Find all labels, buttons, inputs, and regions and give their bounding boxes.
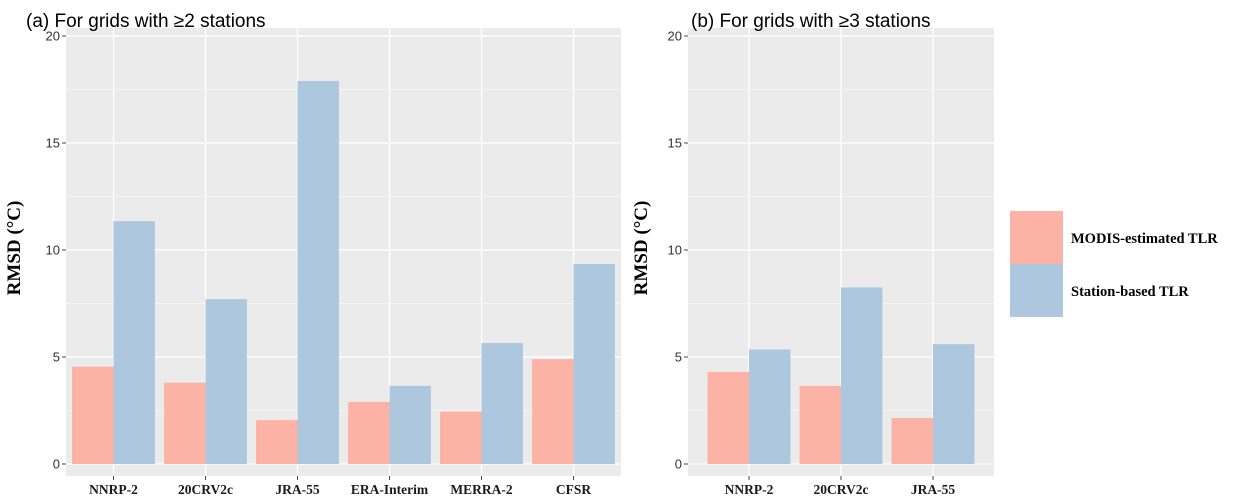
bar-modis-nnrp-2 — [72, 366, 114, 464]
panel-b-x-ticks: NNRP-2 20CRV2c JRA-55 — [725, 476, 955, 497]
bar-modis-merra-2 — [440, 411, 482, 464]
legend: MODIS-estimated TLR Station-based TLR — [1010, 211, 1218, 317]
panel-a-bars — [72, 80, 615, 464]
x-tick-label: MERRA-2 — [450, 482, 512, 497]
bar-modis-20crv2c — [164, 382, 206, 464]
panel-a-title: (a) For grids with ≥2 stations — [26, 11, 266, 32]
bar-station-nnrp-2 — [113, 221, 155, 464]
x-tick-label: CFSR — [556, 482, 592, 497]
x-tick-label: ERA-Interim — [351, 482, 429, 497]
legend-key-modis — [1010, 211, 1063, 264]
bar-station-jra-55 — [933, 344, 975, 464]
panel-a-y-ticks: 0 5 10 15 20 — [46, 29, 66, 472]
bar-station-era-interim — [389, 385, 431, 464]
bar-station-nnrp-2 — [749, 349, 791, 464]
bar-modis-jra-55 — [891, 417, 933, 464]
panel-b-bars — [707, 287, 975, 464]
y-tick-label: 5 — [53, 350, 60, 365]
panel-a-y-axis-label: RMSD (°C) — [4, 201, 25, 296]
y-tick-label: 15 — [668, 136, 682, 151]
panel-b-title: (b) For grids with ≥3 stations — [691, 11, 931, 32]
legend-label-modis: MODIS-estimated TLR — [1071, 231, 1218, 247]
bar-modis-nnrp-2 — [707, 371, 749, 464]
y-tick-label: 0 — [675, 457, 682, 472]
x-tick-label: 20CRV2c — [178, 482, 233, 497]
x-tick-label: 20CRV2c — [813, 482, 868, 497]
y-tick-label: 5 — [675, 350, 682, 365]
x-tick-label: JRA-55 — [911, 482, 955, 497]
panel-b: 0 5 10 15 20 NNRP-2 20CRV2c JRA-55 (b) For gri… — [631, 11, 994, 497]
panel-a-background — [66, 28, 621, 476]
y-tick-label: 20 — [668, 29, 682, 44]
bar-station-20crv2c — [205, 299, 247, 464]
y-tick-label: 10 — [668, 243, 682, 258]
bar-station-cfsr — [573, 263, 615, 464]
bar-modis-jra-55 — [256, 420, 298, 464]
x-tick-label: JRA-55 — [275, 482, 319, 497]
y-tick-label: 15 — [46, 136, 60, 151]
panel-a: 0 5 10 15 20 NNRP-2 20CRV2c JRA-55 ERA-Interim M… — [4, 11, 621, 497]
bar-station-20crv2c — [841, 287, 883, 464]
panel-b-y-ticks: 0 5 10 15 20 — [668, 29, 688, 472]
y-tick-label: 0 — [53, 457, 60, 472]
bar-modis-cfsr — [532, 359, 574, 464]
bar-modis-era-interim — [348, 401, 390, 464]
legend-key-station — [1010, 264, 1063, 317]
bar-station-merra-2 — [481, 343, 523, 464]
panel-a-x-ticks: NNRP-2 20CRV2c JRA-55 ERA-Interim MERRA-2 CFS… — [89, 476, 591, 497]
x-tick-label: NNRP-2 — [89, 482, 138, 497]
x-tick-label: NNRP-2 — [725, 482, 774, 497]
legend-label-station: Station-based TLR — [1071, 284, 1189, 300]
bar-station-jra-55 — [297, 80, 339, 464]
y-tick-label: 10 — [46, 243, 60, 258]
y-tick-label: 20 — [46, 29, 60, 44]
panel-b-y-axis-label: RMSD (°C) — [631, 201, 652, 296]
bar-modis-20crv2c — [799, 385, 841, 464]
